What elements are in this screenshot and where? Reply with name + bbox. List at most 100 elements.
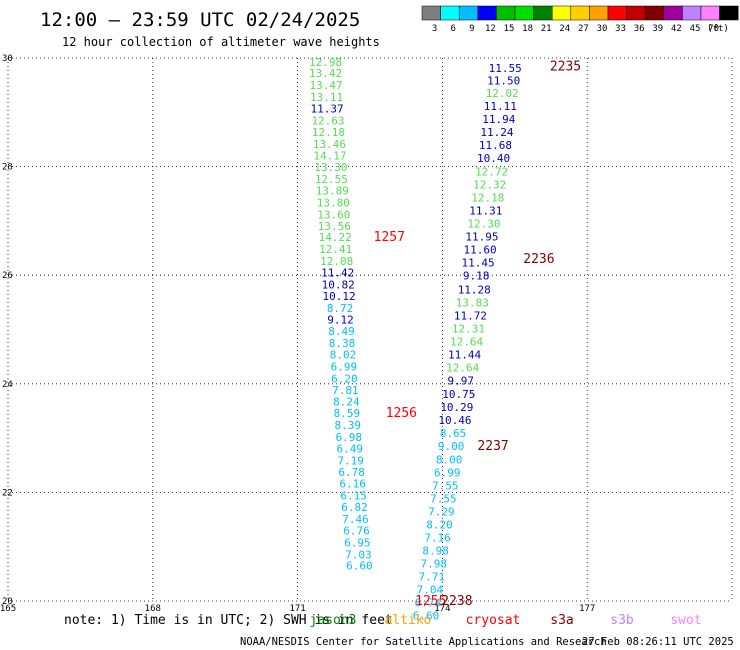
wave-height-value: 8.00 (436, 453, 463, 466)
satellite-legend-jason3: jason3 (310, 613, 357, 628)
wave-height-value: 8.39 (335, 419, 362, 432)
wave-height-value: 12.02 (486, 87, 519, 100)
wave-height-value: 6.16 (339, 478, 366, 491)
legend-swatch (626, 5, 646, 21)
wave-height-value: 8.59 (334, 407, 361, 420)
legend-swatch (644, 5, 665, 21)
wave-height-value: 9.97 (447, 375, 474, 388)
x-tick-label: 165 (0, 604, 16, 614)
wave-height-value: 6.20 (331, 372, 358, 385)
wave-height-value: 6.78 (338, 466, 365, 479)
y-tick-label: 24 (2, 380, 13, 390)
wave-height-value: 9.18 (463, 270, 490, 283)
legend-unit: (ft) (707, 24, 729, 34)
legend-label: 15 (504, 24, 515, 34)
x-tick-label: 171 (289, 604, 305, 614)
wave-height-value: 13.47 (310, 79, 343, 92)
wave-height-value: 7.81 (332, 384, 359, 397)
wave-height-value: 13.30 (314, 161, 347, 174)
wave-height-value: 7.55 (432, 479, 459, 492)
wave-height-value: 9.00 (438, 440, 465, 453)
wave-height-value: 11.60 (463, 244, 496, 257)
wave-height-value: 10.29 (440, 401, 473, 414)
x-tick-label: 168 (145, 604, 161, 614)
wave-height-value: 12.18 (312, 126, 345, 139)
wave-height-value: 13.83 (456, 296, 489, 309)
x-axis-ticks: 165 168 171 174 177 (0, 604, 595, 614)
legend-label: 33 (615, 24, 626, 34)
wave-height-value: 13.46 (313, 138, 346, 151)
wave-height-value: 12.41 (319, 243, 352, 256)
wave-height-value: 12.32 (473, 179, 506, 192)
satellite-legend-swot: swot (670, 613, 701, 628)
y-tick-label: 22 (2, 488, 13, 498)
wave-height-value: 11.42 (321, 266, 354, 279)
wave-height-value: 6.82 (341, 501, 368, 514)
wave-height-value: 6.60 (413, 610, 440, 623)
wave-height-value: 11.72 (454, 309, 487, 322)
wave-height-value: 13.42 (309, 67, 342, 80)
y-tick-label: 30 (2, 54, 13, 64)
satellite-legend-s3b: s3b (610, 613, 634, 628)
wave-height-value: 13.60 (317, 208, 350, 221)
wave-height-value: 6.95 (344, 536, 371, 549)
wave-height-value: 8.20 (426, 518, 453, 531)
pass-time-label: 1255 (415, 594, 446, 609)
wave-height-value: 10.82 (322, 278, 355, 291)
wave-height-value: 9.12 (327, 314, 354, 327)
wave-height-value: 11.45 (462, 257, 495, 270)
pass-time-label: 2237 (477, 439, 508, 454)
legend-swatch (663, 5, 683, 21)
wave-height-value: 8.72 (327, 302, 354, 315)
wave-height-value: 7.04 (417, 584, 444, 597)
legend-swatch (440, 5, 460, 21)
wave-height-value: 8.02 (330, 348, 357, 361)
chart-title: 12:00 — 23:59 UTC 02/24/2025 (40, 9, 360, 31)
wave-height-value: 11.94 (482, 113, 515, 126)
data-points: 12.9813.4213.4713.1111.3712.6312.1813.46… (309, 56, 522, 623)
legend-swatch (719, 5, 739, 21)
wave-height-value: 12.18 (471, 192, 504, 205)
legend-label: 70 (708, 24, 719, 34)
legend-swatch (458, 5, 479, 21)
pass-time-labels: 1257 1256 1255 2235 2236 2237 2238 (374, 60, 581, 609)
wave-height-value: 10.12 (323, 290, 356, 303)
wave-height-value: 7.19 (337, 454, 364, 467)
legend-label: 27 (578, 24, 589, 34)
legend-swatch (570, 5, 590, 21)
wave-height-value: 11.50 (487, 74, 520, 87)
legend-label: 21 (541, 24, 552, 34)
legend-label: 24 (559, 24, 570, 34)
wave-height-value: 6.15 (340, 490, 367, 503)
color-scale-legend: 3 6 9 12 15 18 21 24 27 30 33 36 39 42 45 70(ft) (421, 5, 739, 34)
wave-height-value: 13.11 (310, 91, 343, 104)
legend-swatch (682, 5, 702, 21)
wave-height-value: 13.89 (316, 184, 349, 197)
wave-height-value: 8.65 (440, 427, 467, 440)
pass-time-label: 1257 (374, 230, 405, 245)
footer-note: note: 1) Time is in UTC; 2) SWH is in fe… (64, 613, 393, 628)
satellite-legend: jason3 altiko cryosat s3a s3b swot (310, 613, 702, 628)
legend-swatch (421, 5, 441, 21)
wave-height-value: 12.72 (475, 165, 508, 178)
pass-time-label: 1256 (386, 406, 417, 421)
satellite-legend-altiko: altiko (385, 613, 432, 628)
wave-height-value: 14.22 (319, 231, 352, 244)
wave-height-value: 10.75 (442, 388, 475, 401)
legend-swatch (589, 5, 609, 21)
wave-height-value: 13.56 (318, 220, 351, 233)
wave-height-value: 7.03 (345, 548, 372, 561)
wave-height-value: 7.55 (430, 492, 457, 505)
y-axis-ticks: 20 22 24 26 28 30 (2, 54, 13, 607)
wave-height-value: 12.55 (315, 173, 348, 186)
wave-height-value: 12.63 (311, 114, 344, 127)
legend-label: 39 (652, 24, 663, 34)
wave-height-value: 6.76 (343, 524, 370, 537)
legend-swatch (514, 5, 534, 21)
wave-height-value: 12.31 (452, 322, 485, 335)
wave-height-value: 8.98 (422, 545, 449, 558)
y-tick-label: 26 (2, 271, 13, 281)
legend-swatch (477, 5, 497, 21)
wave-height-value: 11.95 (465, 231, 498, 244)
